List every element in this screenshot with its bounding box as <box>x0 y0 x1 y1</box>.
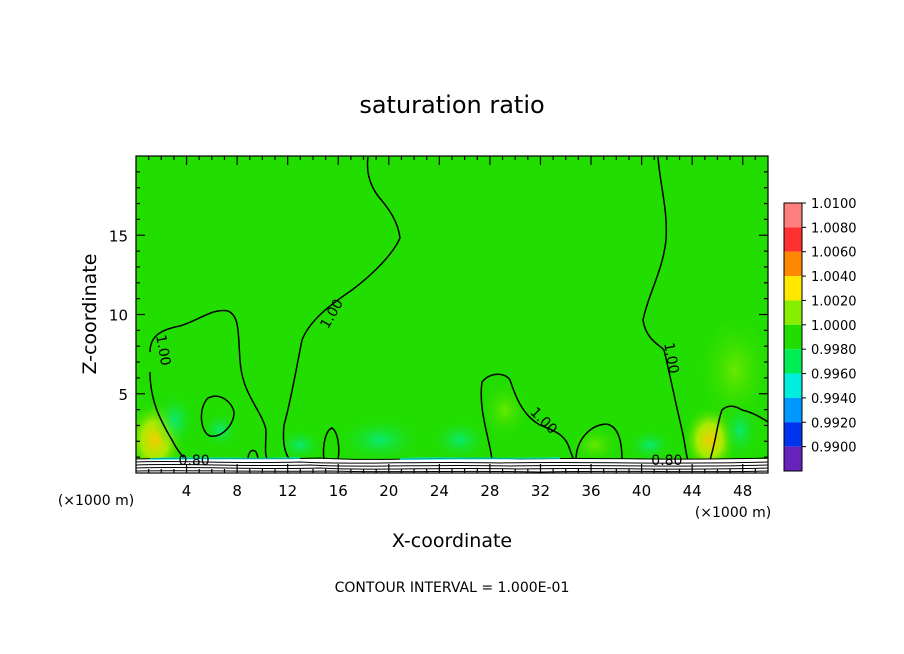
colorbar-label: 0.9940 <box>811 392 857 407</box>
contour-line <box>149 371 187 461</box>
colorbar-label: 0.9980 <box>811 343 857 358</box>
x-unit-left: (×1000 m) <box>58 493 134 509</box>
x-tick-label: 20 <box>379 482 398 500</box>
cool-patch <box>153 390 197 450</box>
surface-layer <box>136 457 768 473</box>
colorbar-swatch <box>784 227 802 252</box>
colorbar-label: 1.0100 <box>811 197 857 212</box>
contour-line <box>709 405 768 461</box>
x-tick-label: 28 <box>480 482 499 500</box>
colorbar-swatch <box>784 446 802 471</box>
cool-patch <box>430 418 490 462</box>
contour-line <box>200 395 235 437</box>
x-tick-label: 16 <box>329 482 348 500</box>
x-tick-label: 12 <box>278 482 297 500</box>
colorbar-label: 0.9960 <box>811 368 857 383</box>
cool-patch <box>335 415 425 465</box>
cool-fringe <box>150 457 300 460</box>
contour-line <box>322 427 340 461</box>
x-tick-label: 32 <box>531 482 550 500</box>
x-tick-label: 40 <box>632 482 651 500</box>
colorbar-border <box>783 202 803 472</box>
colorbar-label: 1.0040 <box>811 270 857 285</box>
contour-interval-note: CONTOUR INTERVAL = 1.000E-01 <box>335 580 570 596</box>
contour-line <box>282 156 401 461</box>
y-tick-label: 5 <box>118 386 128 404</box>
y-tick-label: 10 <box>109 307 128 325</box>
x-tick-label: 36 <box>581 482 600 500</box>
colorbar-swatch <box>784 397 802 423</box>
x-tick-label: 44 <box>683 482 702 500</box>
contour-line <box>642 156 689 461</box>
contour-line <box>136 466 768 470</box>
x-tick-label: 8 <box>232 482 242 500</box>
cool-patch <box>625 427 675 463</box>
x-tick-label: 48 <box>733 482 752 500</box>
colorbar-swatch <box>784 324 802 350</box>
colorbar-label: 1.0020 <box>811 294 857 309</box>
colorbar: 1.0100 1.0080 1.0060 1.0040 1.0020 1.0000 0.99… <box>783 197 857 472</box>
colorbar-label: 0.9920 <box>811 416 857 431</box>
colorbar-swatch <box>784 251 802 277</box>
colorbar-swatch <box>784 349 802 374</box>
x-tick-label: 24 <box>430 482 449 500</box>
contour-line <box>136 463 768 467</box>
colorbar-label: 1.0080 <box>811 221 857 236</box>
warm-patch <box>570 425 620 465</box>
cool-patch <box>275 427 325 463</box>
colorbar-swatch <box>784 203 802 228</box>
y-tick-label: 15 <box>109 227 128 245</box>
colorbar-label: 1.0060 <box>811 246 857 261</box>
x-axis-label: X-coordinate <box>392 530 512 552</box>
colorbar-label: 0.9900 <box>811 441 857 456</box>
contour-line <box>480 373 575 461</box>
colorbar-label: 1.0000 <box>811 319 857 334</box>
x-unit-right: (×1000 m) <box>695 505 771 521</box>
chart-title: saturation ratio <box>359 91 544 119</box>
colorbar-swatch <box>784 276 802 301</box>
contour-lines <box>149 156 768 461</box>
warm-patch <box>480 380 530 440</box>
x-tick-label: 4 <box>182 482 192 500</box>
contour-value-label: 1.00 <box>152 334 173 367</box>
contour-value-label: 0.80 <box>651 453 682 469</box>
contour-value-label: 0.80 <box>179 453 210 469</box>
contour-line <box>149 309 269 461</box>
contour-line <box>136 460 768 464</box>
cool-patch <box>720 400 760 460</box>
colorbar-swatch <box>784 300 802 325</box>
contour-value-label: 1.00 <box>660 341 681 374</box>
contour-line <box>575 423 623 461</box>
colorbar-swatch <box>784 422 802 447</box>
colorbar-swatch <box>784 373 802 398</box>
plot-frame <box>135 155 769 474</box>
cool-fringe <box>400 457 560 460</box>
y-axis-label: Z-coordinate <box>79 254 101 375</box>
plot-area: 1.001.001.001.000.80 0.80 <box>136 156 768 473</box>
warm-patch <box>695 310 768 430</box>
cool-patch <box>200 410 240 450</box>
